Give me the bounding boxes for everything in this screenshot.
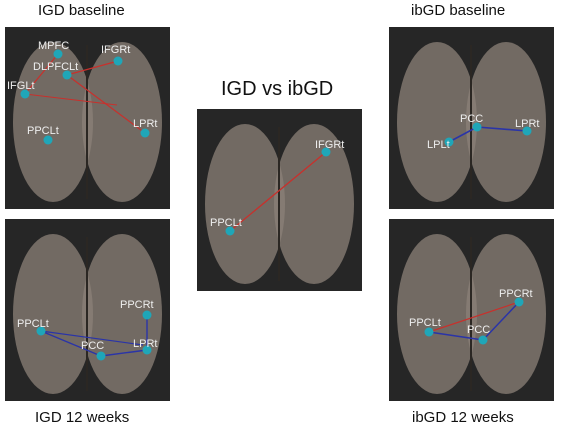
label-ppcrt: PPCRt	[120, 299, 154, 311]
node-pcc	[472, 122, 482, 132]
label-lprt: LPRt	[133, 118, 157, 130]
brain-network-igd-baseline: MPFC DLPFCLt IFGRt IFGLt PPCLt LPRt	[7, 40, 162, 202]
panel-igd-vs-ibgd: IFGRt PPCLt	[197, 109, 362, 291]
node-ppcrt	[514, 297, 524, 307]
brain-network-ibgd-baseline: PCC LPLt LPRt	[397, 42, 546, 202]
panel-igd-baseline: MPFC DLPFCLt IFGRt IFGLt PPCLt LPRt	[5, 27, 170, 209]
edge-pcc-lprt	[476, 126, 528, 132]
label-ppclt: PPCLt	[17, 318, 49, 330]
node-lprt	[142, 345, 152, 355]
brain-silhouette	[13, 42, 162, 202]
node-lplt	[444, 137, 454, 147]
node-ppclt	[424, 327, 434, 337]
node-ppclt	[36, 326, 46, 336]
panel-ibgd-12-weeks: PPCRt PPCLt PCC	[389, 219, 554, 401]
label-ifglt: IFGLt	[7, 80, 35, 92]
edge-ppclt-pcc	[40, 330, 102, 357]
edge-lplt-pcc	[448, 126, 478, 143]
brain-network-igd-vs-ibgd: IFGRt PPCLt	[205, 124, 354, 284]
panel-ibgd-baseline: PCC LPLt LPRt	[389, 27, 554, 209]
label-ppclt: PPCLt	[409, 317, 441, 329]
edge-dlpfc-ifgrt	[66, 60, 119, 76]
label-dlpfc: DLPFCLt	[33, 61, 78, 73]
brain-silhouette	[397, 42, 546, 202]
edge-ppclt-ppcrt	[428, 301, 520, 333]
label-ppcrt: PPCRt	[499, 288, 533, 300]
edge-ppclt-pcc	[428, 331, 484, 341]
label-ppclt: PPCLt	[210, 217, 242, 229]
title-igd-12-weeks: IGD 12 weeks	[35, 409, 130, 426]
node-ifgrt	[321, 147, 331, 157]
edge-ifglt-mpfc	[24, 53, 59, 95]
label-lplt: LPLt	[427, 139, 450, 151]
edge-ifglt-mid	[24, 93, 118, 106]
label-ppclt: PPCLt	[27, 125, 59, 137]
node-ppclt	[225, 226, 235, 236]
node-ifgrt	[113, 56, 123, 66]
title-ibgd-baseline: ibGD baseline	[411, 2, 506, 19]
node-ifglt	[20, 89, 30, 99]
brain-network-igd-12-weeks: PPCLt PCC LPRt PPCRt	[13, 234, 162, 394]
node-lprt	[522, 126, 532, 136]
node-ppcrt	[142, 310, 152, 320]
edge-ppclt-ifgrt	[229, 151, 327, 232]
label-ifgrt: IFGRt	[101, 44, 130, 56]
label-ifgrt: IFGRt	[315, 139, 344, 151]
edge-ppclt-lprt	[40, 330, 144, 346]
node-pcc	[478, 335, 488, 345]
title-igd-vs-ibgd: IGD vs ibGD	[221, 78, 334, 100]
label-pcc: PCC	[467, 324, 490, 336]
label-lprt: LPRt	[515, 118, 539, 130]
brain-network-ibgd-12-weeks: PPCRt PPCLt PCC	[397, 234, 546, 394]
panel-igd-12-weeks: PPCLt PCC LPRt PPCRt	[5, 219, 170, 401]
node-dlpfc	[62, 70, 72, 80]
label-mpfc: MPFC	[38, 40, 69, 52]
node-pcc	[96, 351, 106, 361]
edge-pcc-ppcrt	[482, 301, 520, 341]
node-mpfc	[53, 49, 63, 59]
brain-silhouette	[397, 234, 546, 394]
brain-silhouette	[205, 124, 354, 284]
label-pcc: PCC	[81, 340, 104, 352]
node-lprt	[140, 128, 150, 138]
label-pcc: PCC	[460, 113, 483, 125]
title-ibgd-12-weeks: ibGD 12 weeks	[412, 409, 514, 426]
node-ppclt	[43, 135, 53, 145]
edge-pcc-lprt	[100, 349, 148, 357]
label-lprt: LPRt	[133, 338, 157, 350]
title-igd-baseline: IGD baseline	[38, 2, 125, 19]
